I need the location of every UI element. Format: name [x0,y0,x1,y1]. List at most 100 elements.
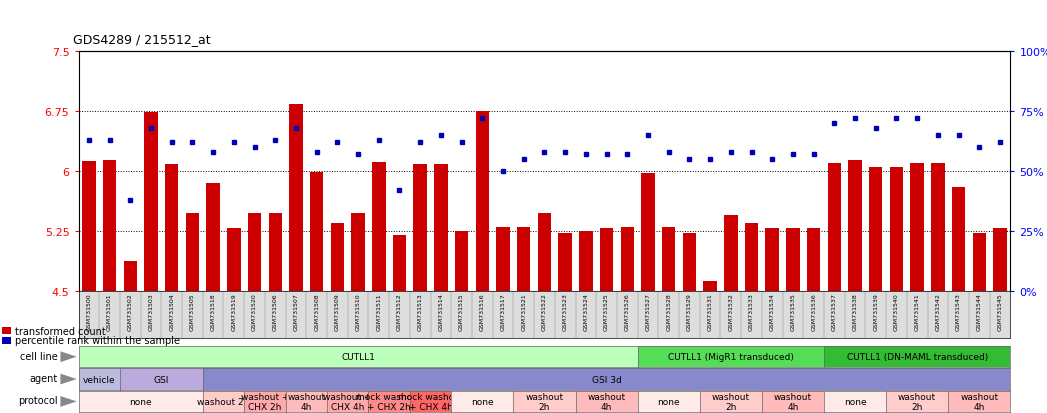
Text: GSM731507: GSM731507 [293,292,298,330]
Text: GSM731506: GSM731506 [273,292,277,330]
Text: GSI 3d: GSI 3d [592,375,622,384]
Text: washout
2h: washout 2h [712,392,750,411]
Text: CUTLL1 (DN-MAML transduced): CUTLL1 (DN-MAML transduced) [847,352,987,361]
Bar [890,167,904,291]
Text: GSI: GSI [154,375,169,384]
Bar [496,227,510,291]
Text: GSM731528: GSM731528 [666,292,671,330]
Bar [165,165,178,291]
Bar [786,229,800,291]
Text: GSM731510: GSM731510 [356,292,360,330]
Bar [103,161,116,291]
Text: GSM731537: GSM731537 [832,292,837,330]
Text: GSM731504: GSM731504 [170,292,174,330]
Bar [268,214,282,291]
Text: washout +
CHX 4h: washout + CHX 4h [324,392,372,411]
Bar [144,113,158,291]
Bar [807,229,821,291]
Text: GSM731516: GSM731516 [480,292,485,330]
Text: vehicle: vehicle [83,375,115,384]
Bar [352,214,364,291]
Text: GSM731520: GSM731520 [252,292,257,330]
Bar [827,164,841,291]
Bar [2,327,10,334]
Text: GSM731502: GSM731502 [128,292,133,330]
Bar [372,163,385,291]
Bar [744,223,758,291]
Text: GSM731545: GSM731545 [998,292,1002,330]
Text: GSM731521: GSM731521 [521,292,527,330]
Bar [289,105,303,291]
Bar [517,227,531,291]
Bar [848,161,862,291]
Text: GDS4289 / 215512_at: GDS4289 / 215512_at [73,33,210,45]
Text: mock washout
+ CHX 4h: mock washout + CHX 4h [398,392,464,411]
Text: washout 2h: washout 2h [197,397,249,406]
Polygon shape [61,396,76,407]
Text: mock washout
+ CHX 2h: mock washout + CHX 2h [356,392,422,411]
Text: GSM731500: GSM731500 [87,292,91,330]
Text: GSM731532: GSM731532 [729,292,733,330]
Text: GSM731509: GSM731509 [335,292,340,330]
Text: none: none [658,397,680,406]
Text: GSM731515: GSM731515 [460,292,464,330]
Bar [725,215,737,291]
Text: agent: agent [30,373,58,383]
Polygon shape [61,374,76,385]
Text: none: none [844,397,866,406]
Text: GSM731514: GSM731514 [439,292,443,330]
Text: GSM731529: GSM731529 [687,292,692,330]
Text: washout +
CHX 2h: washout + CHX 2h [241,392,289,411]
Text: GSM731505: GSM731505 [190,292,195,330]
Text: washout
4h: washout 4h [587,392,626,411]
Text: GSM731513: GSM731513 [418,292,423,330]
Bar [994,229,1007,291]
Bar [704,282,717,291]
Text: GSM731511: GSM731511 [376,292,381,330]
Text: none: none [130,397,152,406]
Text: washout
4h: washout 4h [287,392,326,411]
Text: GSM731539: GSM731539 [873,292,878,330]
Bar [248,214,262,291]
Text: GSM731501: GSM731501 [107,292,112,330]
Text: percentile rank within the sample: percentile rank within the sample [15,335,180,345]
Bar [475,112,489,291]
Bar [331,223,344,291]
Text: GSM731542: GSM731542 [935,292,940,330]
Bar [124,261,137,291]
Bar [621,227,634,291]
Bar [185,214,199,291]
Bar [683,234,696,291]
Bar [952,188,965,291]
Text: GSM731518: GSM731518 [210,292,216,330]
Bar [206,183,220,291]
Text: GSM731522: GSM731522 [542,292,547,330]
Bar [579,231,593,291]
Text: GSM731535: GSM731535 [790,292,796,330]
Text: GSM731541: GSM731541 [915,292,919,330]
Bar [662,227,675,291]
Polygon shape [61,351,76,362]
Text: GSM731543: GSM731543 [956,292,961,330]
Bar [558,234,572,291]
Text: GSM731534: GSM731534 [770,292,775,330]
Bar [2,337,10,344]
Text: GSM731533: GSM731533 [749,292,754,330]
Text: GSM731538: GSM731538 [852,292,857,330]
Text: transformed count: transformed count [15,326,106,336]
Text: GSM731524: GSM731524 [583,292,588,330]
Text: protocol: protocol [19,395,58,405]
Bar [765,229,779,291]
Text: CUTLL1: CUTLL1 [341,352,375,361]
Text: cell line: cell line [20,351,58,361]
Text: GSM731508: GSM731508 [314,292,319,330]
Text: GSM731544: GSM731544 [977,292,982,330]
Bar [600,229,614,291]
Text: GSM731512: GSM731512 [397,292,402,330]
Text: washout
4h: washout 4h [774,392,812,411]
Text: GSM731503: GSM731503 [149,292,154,330]
Text: CUTLL1 (MigR1 transduced): CUTLL1 (MigR1 transduced) [668,352,794,361]
Text: GSM731531: GSM731531 [708,292,713,330]
Text: GSM731540: GSM731540 [894,292,899,330]
Bar [227,229,241,291]
